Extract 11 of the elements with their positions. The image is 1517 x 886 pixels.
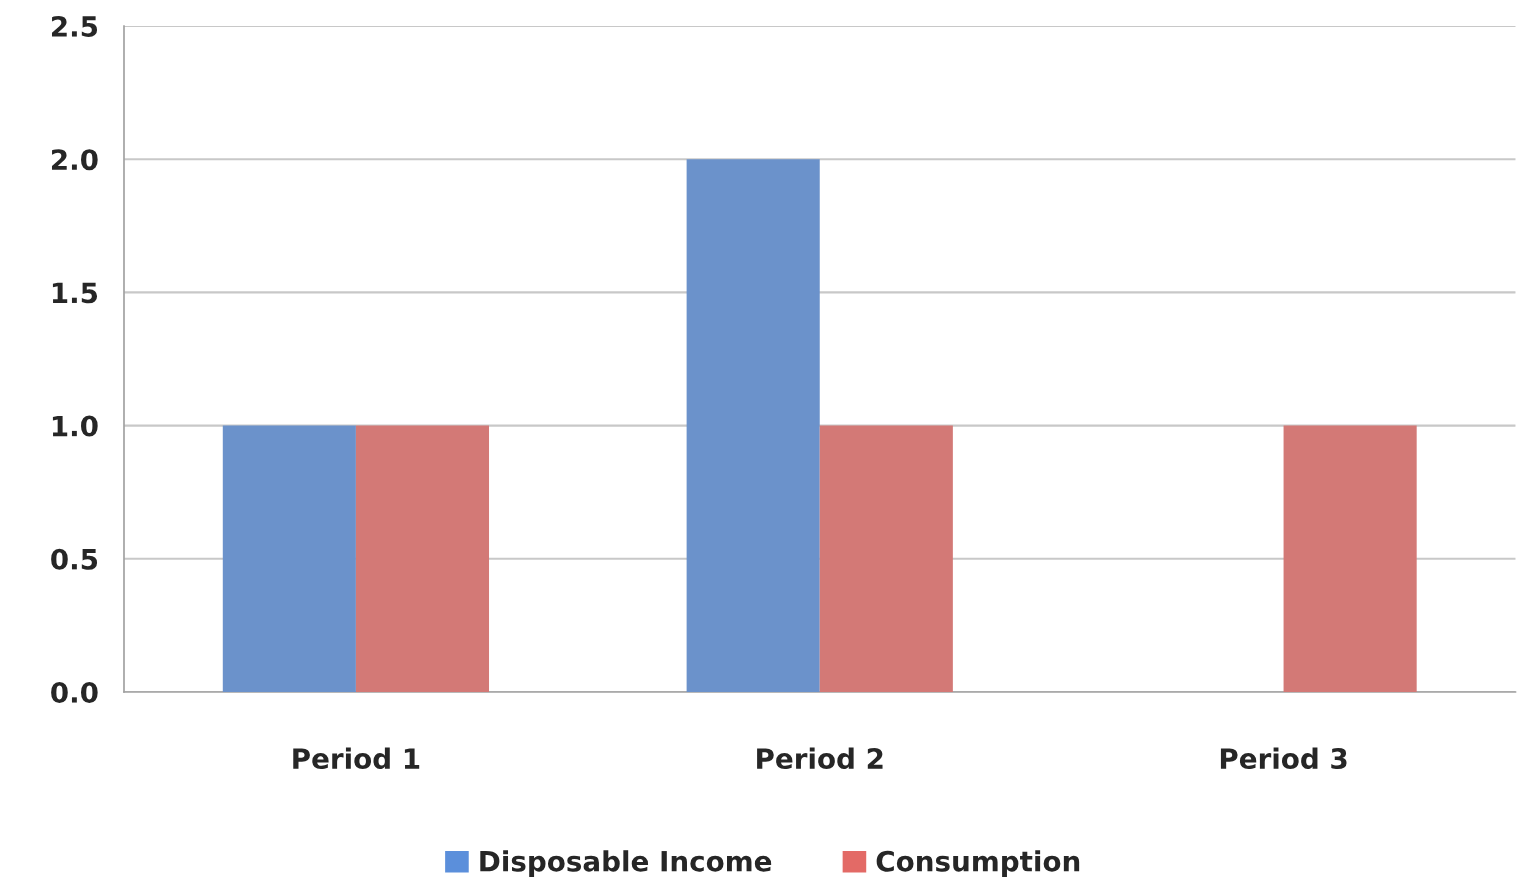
- y-tick-label: 0.0: [51, 681, 98, 703]
- x-tick-label: Period 2: [757, 747, 883, 770]
- y-tick-label: 1.5: [52, 282, 98, 304]
- y-tick-label: 2.5: [51, 15, 98, 37]
- legend-label: Consumption: [876, 850, 1080, 878]
- x-tick-label: Period 1: [293, 747, 420, 770]
- x-tick-label: Period 3: [1220, 747, 1347, 770]
- y-tick-label: 2.0: [51, 149, 98, 171]
- y-tick-label: 0.5: [51, 548, 98, 570]
- y-tick-label: 1.0: [52, 415, 98, 437]
- legend-label: Disposable Income: [480, 850, 772, 878]
